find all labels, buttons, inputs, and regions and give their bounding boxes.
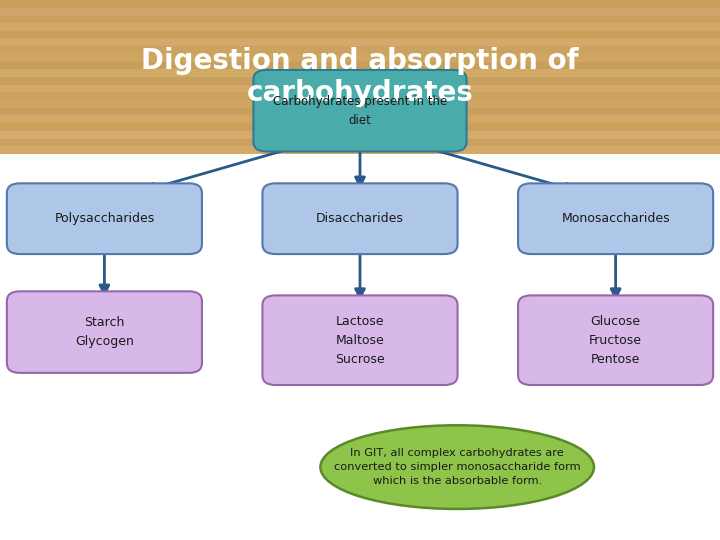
Bar: [0, 138, 720, 146]
Bar: [0, 123, 720, 131]
FancyBboxPatch shape: [262, 184, 458, 254]
FancyBboxPatch shape: [253, 70, 467, 151]
Bar: [0, 107, 720, 116]
Text: In GIT, all complex carbohydrates are
converted to simpler monosaccharide form
w: In GIT, all complex carbohydrates are co…: [334, 448, 580, 486]
Bar: [0, 0, 720, 8]
Text: Polysaccharides: Polysaccharides: [54, 212, 155, 225]
Bar: [0, 8, 720, 15]
Bar: [0, 46, 720, 54]
Bar: [0, 54, 720, 62]
Bar: [0, 62, 720, 69]
Bar: [0, 85, 720, 92]
FancyBboxPatch shape: [262, 295, 458, 385]
Bar: [0, 100, 720, 107]
FancyBboxPatch shape: [7, 184, 202, 254]
Bar: [0, 92, 720, 100]
Text: Carbohydrates present in the
diet: Carbohydrates present in the diet: [273, 94, 447, 127]
Bar: [0, 116, 720, 123]
Text: Lactose
Maltose
Sucrose: Lactose Maltose Sucrose: [336, 315, 384, 366]
FancyBboxPatch shape: [518, 295, 713, 385]
Bar: [0, 31, 720, 38]
Bar: [0, 77, 720, 85]
Bar: [0, 154, 720, 540]
FancyBboxPatch shape: [518, 184, 713, 254]
Ellipse shape: [320, 426, 594, 509]
Text: Digestion and absorption of
carbohydrates: Digestion and absorption of carbohydrate…: [141, 47, 579, 107]
FancyBboxPatch shape: [7, 292, 202, 373]
Bar: [0, 38, 720, 46]
Bar: [0, 23, 720, 31]
Bar: [0, 131, 720, 138]
Bar: [0, 69, 720, 77]
Text: Disaccharides: Disaccharides: [316, 212, 404, 225]
Text: Monosaccharides: Monosaccharides: [562, 212, 670, 225]
Bar: [0, 15, 720, 23]
Bar: [0, 146, 720, 154]
Text: Starch
Glycogen: Starch Glycogen: [75, 316, 134, 348]
Text: Glucose
Fructose
Pentose: Glucose Fructose Pentose: [589, 315, 642, 366]
